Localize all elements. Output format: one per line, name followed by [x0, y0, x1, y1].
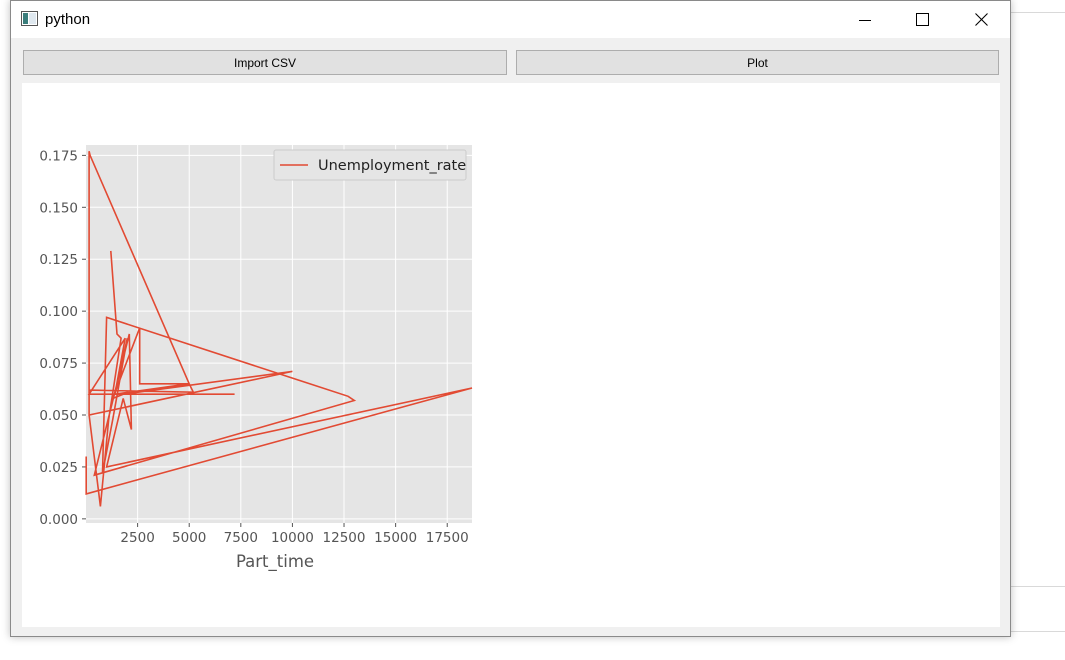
background-divider: [1011, 12, 1065, 13]
y-tick-label: 0.100: [39, 304, 78, 320]
window-title: python: [45, 11, 91, 28]
x-tick-label: 5000: [172, 530, 206, 546]
maximize-button[interactable]: [893, 1, 951, 38]
y-tick-label: 0.125: [39, 252, 78, 268]
x-tick-label: 7500: [224, 530, 258, 546]
y-tick-label: 0.000: [39, 512, 78, 528]
plot-canvas: 2500 5000 7500 10000 12500 15000 17500 0.000 0.0…: [22, 83, 1000, 627]
close-icon: [974, 13, 988, 26]
x-axis-label: Part_time: [236, 552, 314, 572]
y-tick-label: 0.175: [39, 148, 78, 164]
y-tick-label: 0.050: [39, 408, 78, 424]
x-tick-label: 17500: [426, 530, 469, 546]
chart: 2500 5000 7500 10000 12500 15000 17500 0.000 0.0…: [39, 145, 473, 572]
y-tick-label: 0.025: [39, 460, 78, 476]
minimize-button[interactable]: [836, 1, 894, 38]
title-bar[interactable]: python: [11, 1, 1010, 38]
y-tick-label: 0.150: [39, 200, 78, 216]
background-divider: [1011, 586, 1065, 587]
x-tick-label: 12500: [323, 530, 366, 546]
maximize-icon: [915, 13, 929, 26]
x-tick-label: 15000: [374, 530, 417, 546]
x-tick-label: 2500: [120, 530, 154, 546]
legend-label: Unemployment_rate: [318, 158, 466, 174]
minimize-icon: [859, 19, 871, 21]
plot-button[interactable]: Plot: [516, 50, 999, 75]
window-app-icon: [21, 11, 38, 26]
y-tick-label: 0.075: [39, 356, 78, 372]
plot-area: [86, 145, 472, 523]
app-window: python Import CSV Plot 2500 5000 7500 10000…: [10, 0, 1011, 637]
series-line: [85, 151, 473, 507]
legend-box: [273, 149, 467, 181]
x-tick-label: 10000: [271, 530, 314, 546]
import-csv-button[interactable]: Import CSV: [23, 50, 507, 75]
close-button[interactable]: [952, 1, 1010, 38]
background-divider: [1011, 631, 1065, 632]
